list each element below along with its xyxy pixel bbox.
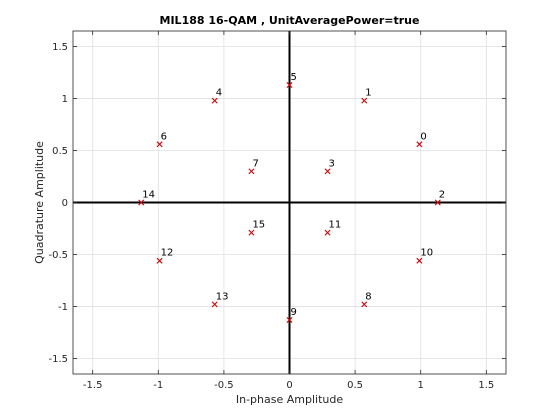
x-tick-label: 1 (418, 380, 424, 391)
point-marker-stroke (416, 141, 423, 148)
y-tick-label: 1.5 (52, 42, 68, 53)
point-marker-stroke (286, 316, 293, 323)
y-tick-label: -0.5 (48, 250, 68, 261)
x-tick-label: -0.5 (214, 380, 234, 391)
constellation-point: 7 (248, 158, 259, 175)
constellation-point: 8 (361, 291, 372, 308)
point-marker-stroke (211, 97, 218, 104)
point-marker-stroke (248, 168, 255, 175)
point-marker-stroke (138, 199, 145, 206)
point-label: 0 (420, 131, 426, 142)
constellation-point: 5 (286, 72, 297, 89)
constellation-point: 14 (138, 190, 155, 206)
point-marker-stroke (248, 229, 255, 236)
point-marker-stroke (416, 257, 423, 264)
constellation-point: 4 (211, 88, 222, 104)
point-label: 4 (216, 88, 222, 99)
x-axis-label: In-phase Amplitude (236, 393, 343, 406)
constellation-point: 3 (324, 158, 335, 175)
y-tick-label: -1 (58, 302, 68, 313)
x-tick-label: 0 (286, 380, 292, 391)
point-label: 5 (291, 72, 297, 83)
x-tick-label: -1.5 (83, 380, 103, 391)
point-label: 2 (439, 190, 445, 201)
point-label: 13 (216, 291, 229, 302)
point-label: 14 (142, 190, 155, 201)
point-marker-stroke (434, 199, 441, 206)
y-tick-label: 0.5 (52, 146, 68, 157)
constellation-point: 11 (324, 220, 342, 236)
point-marker-stroke (361, 301, 368, 308)
constellation-point: 9 (286, 307, 297, 323)
point-marker-stroke (156, 257, 163, 264)
point-marker-stroke (361, 97, 368, 104)
ticks: -1.5 -1 -0.5 0 0.5 1 1.5 -1.5 -1 -0.5 0 0.5 1 1.5 (48, 31, 506, 391)
point-label: 12 (161, 248, 174, 259)
point-label: 9 (291, 307, 297, 318)
plot-frame (72, 30, 507, 375)
x-tick-label: 1.5 (478, 380, 494, 391)
point-label: 8 (365, 291, 371, 302)
point-marker-stroke (286, 82, 293, 89)
point-marker-stroke (211, 301, 218, 308)
constellation-point: 13 (211, 291, 229, 308)
point-label: 3 (329, 158, 335, 169)
y-tick-label: 1 (62, 94, 68, 105)
constellation-point: 1 (361, 88, 372, 104)
point-label: 15 (252, 220, 265, 231)
constellation-point: 2 (434, 190, 445, 206)
y-tick-label: 0 (62, 198, 68, 209)
point-marker-stroke (156, 141, 163, 148)
x-tick-label: 0.5 (347, 380, 363, 391)
point-marker-stroke (324, 168, 331, 175)
constellation-point: 15 (248, 220, 265, 236)
point-label: 6 (161, 131, 167, 142)
y-axis-label: Quadrature Amplitude (33, 141, 46, 264)
constellation-point: 6 (156, 131, 167, 148)
zero-axes (73, 31, 506, 374)
constellation-point: 0 (416, 131, 427, 148)
point-label: 11 (329, 220, 342, 231)
x-tick-label: -1 (153, 380, 163, 391)
constellation-point: 10 (416, 248, 433, 264)
point-label: 1 (365, 88, 371, 99)
point-marker-stroke (324, 229, 331, 236)
y-tick-label: -1.5 (48, 354, 68, 365)
point-label: 7 (252, 158, 258, 169)
constellation-point: 12 (156, 248, 174, 264)
point-label: 10 (420, 248, 433, 259)
chart-title: MIL188 16-QAM , UnitAveragePower=true (160, 14, 420, 27)
